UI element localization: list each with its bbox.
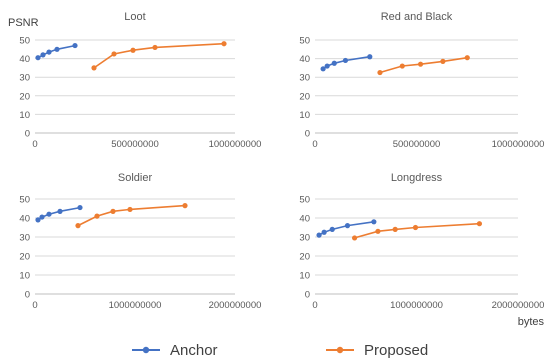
x-tick-label: 1000000000: [109, 300, 162, 311]
data-point-proposed: [111, 51, 117, 57]
legend-label: Anchor: [170, 342, 218, 359]
y-axis-label: PSNR: [8, 17, 39, 29]
data-point-proposed: [152, 44, 158, 51]
y-tick-label: 40: [299, 54, 310, 65]
x-tick-label: 2000000000: [209, 300, 262, 311]
y-tick-label: 0: [305, 290, 310, 301]
data-point-proposed: [476, 221, 483, 227]
data-point-proposed: [127, 206, 133, 213]
x-tick-label: 1000000000: [209, 139, 262, 150]
y-tick-label: 20: [299, 252, 310, 263]
data-point-proposed: [377, 69, 383, 76]
data-point-anchor: [54, 46, 60, 52]
chart-panel-3: Longdress 0 10 20 30 40 50 0 1000000000 200000000…: [299, 172, 544, 311]
data-point-anchor: [40, 52, 46, 58]
data-point-anchor: [344, 223, 351, 229]
y-tick-label: 50: [19, 195, 30, 206]
data-point-proposed: [75, 223, 81, 229]
data-point-anchor: [324, 63, 330, 69]
y-tick-label: 0: [25, 290, 30, 301]
chart-panel-0: Loot 0 10 20 30 40 50 0 500000000 1000000000: [19, 11, 261, 150]
x-tick-label: 0: [312, 139, 317, 150]
y-tick-label: 40: [19, 214, 30, 225]
data-point-proposed: [392, 226, 398, 232]
chart-panel-1: Red and Black 0 10 20 30 40 50 0 500000000 100000…: [299, 11, 544, 150]
data-point-proposed: [221, 41, 227, 47]
chart-title: Soldier: [118, 172, 153, 184]
data-point-anchor: [35, 217, 41, 223]
legend-item-proposed: Proposed: [326, 342, 428, 359]
x-tick-label: 500000000: [393, 139, 441, 150]
data-point-proposed: [412, 224, 419, 231]
y-tick-label: 50: [299, 195, 310, 206]
data-point-proposed: [417, 61, 424, 67]
data-point-proposed: [399, 63, 405, 69]
data-point-anchor: [39, 214, 45, 220]
data-point-proposed: [110, 208, 116, 214]
y-tick-label: 0: [25, 129, 30, 140]
data-point-anchor: [367, 54, 373, 60]
data-point-proposed: [440, 58, 446, 64]
legend-swatch-marker: [336, 346, 344, 354]
x-axis-label: bytes: [518, 316, 545, 328]
y-tick-label: 50: [19, 36, 30, 47]
y-tick-label: 30: [299, 233, 310, 244]
legend-label: Proposed: [364, 342, 428, 359]
data-point-anchor: [321, 229, 327, 235]
data-point-anchor: [46, 211, 52, 217]
y-tick-label: 40: [19, 54, 30, 65]
data-point-proposed: [94, 213, 100, 219]
y-tick-label: 50: [299, 36, 310, 47]
legend-swatch-marker: [142, 346, 150, 354]
y-tick-label: 10: [19, 110, 30, 121]
y-tick-label: 30: [19, 233, 30, 244]
data-point-anchor: [46, 49, 52, 55]
series-line-proposed: [379, 56, 468, 74]
legend-item-anchor: Anchor: [132, 342, 218, 359]
y-tick-label: 10: [299, 271, 310, 282]
legend: Anchor Proposed: [132, 342, 428, 359]
x-tick-label: 0: [312, 300, 317, 311]
x-tick-label: 1000000000: [390, 300, 443, 311]
chart-panel-2: Soldier 0 10 20 30 40 50 0 1000000000 2000000000: [19, 172, 261, 311]
data-point-proposed: [351, 235, 358, 241]
data-point-anchor: [72, 42, 78, 49]
x-tick-label: 500000000: [111, 139, 159, 150]
chart-title: Loot: [124, 11, 145, 23]
y-tick-label: 20: [19, 252, 30, 263]
x-tick-label: 0: [32, 139, 37, 150]
data-point-anchor: [57, 208, 63, 214]
x-tick-label: 0: [32, 300, 37, 311]
y-tick-label: 40: [299, 214, 310, 225]
data-point-anchor: [77, 204, 83, 211]
y-tick-label: 10: [19, 271, 30, 282]
data-point-proposed: [91, 65, 97, 71]
data-point-proposed: [464, 55, 470, 61]
data-point-anchor: [329, 226, 335, 232]
data-point-anchor: [371, 219, 377, 225]
data-point-proposed: [130, 47, 136, 53]
y-tick-label: 30: [19, 73, 30, 84]
y-tick-label: 20: [299, 91, 310, 102]
x-tick-label: 2000000000: [492, 300, 545, 311]
chart-title: Longdress: [391, 172, 443, 184]
data-point-anchor: [320, 66, 326, 72]
y-tick-label: 30: [299, 73, 310, 84]
data-point-anchor: [35, 55, 41, 61]
data-point-proposed: [375, 228, 381, 234]
data-point-anchor: [331, 60, 337, 66]
y-tick-label: 20: [19, 91, 30, 102]
y-tick-label: 0: [305, 129, 310, 140]
data-point-anchor: [342, 57, 349, 64]
data-point-anchor: [316, 232, 322, 238]
x-tick-label: 1000000000: [492, 139, 545, 150]
chart-title: Red and Black: [381, 11, 453, 23]
data-point-proposed: [182, 203, 188, 209]
y-tick-label: 10: [299, 110, 310, 121]
